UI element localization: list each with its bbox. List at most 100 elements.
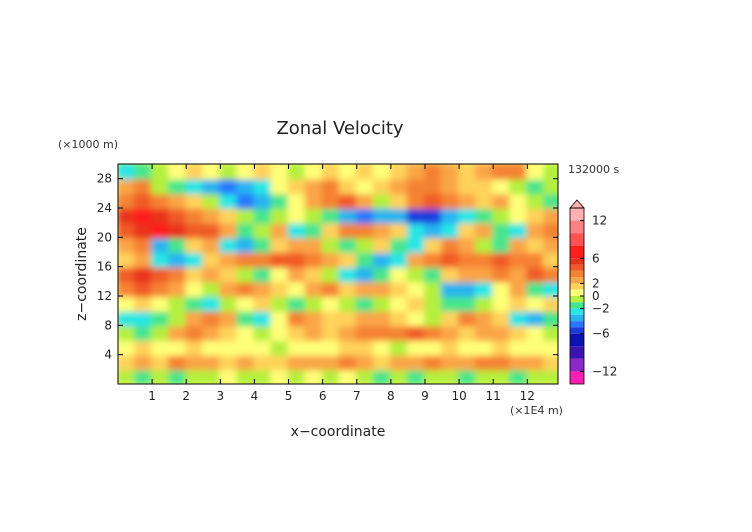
field-cell: [355, 324, 375, 341]
field-cell: [151, 221, 171, 239]
field-cell: [151, 353, 171, 371]
field-cell: [185, 309, 205, 327]
field-cell: [389, 339, 409, 356]
x-tick-label: 9: [421, 389, 429, 403]
field-cell: [168, 324, 188, 341]
colorbar-swatch: [570, 346, 584, 359]
field-cell: [304, 339, 324, 356]
field-cell: [338, 295, 358, 312]
field-cell: [236, 251, 256, 268]
field-cell: [270, 368, 290, 384]
field-cell: [543, 265, 558, 283]
field-cell: [475, 177, 495, 195]
field-cell: [338, 221, 358, 239]
field-cell: [321, 251, 341, 268]
field-cell: [355, 192, 375, 209]
field-cell: [236, 309, 256, 327]
field-cell: [168, 221, 188, 239]
field-cell: [321, 324, 341, 341]
field-cell: [236, 207, 256, 224]
field-cell: [236, 339, 256, 356]
field-cell: [134, 353, 154, 371]
field-cell: [509, 265, 529, 283]
colorbar: [569, 199, 585, 385]
colorbar-swatch: [570, 327, 584, 334]
field-cell: [526, 324, 546, 341]
field-cell: [441, 164, 461, 180]
field-cell: [151, 265, 171, 283]
field-cell: [168, 368, 188, 384]
field-cell: [389, 177, 409, 195]
y-tick-label: 12: [97, 289, 112, 303]
field-cell: [168, 353, 188, 371]
field-cell: [270, 339, 290, 356]
field-cell: [287, 177, 307, 195]
field-cell: [134, 236, 154, 253]
field-cell: [287, 339, 307, 356]
time-label: 132000 s: [568, 163, 619, 176]
colorbar-swatch: [570, 371, 584, 384]
field-cell: [458, 177, 478, 195]
field-cell: [134, 251, 154, 268]
y-axis: 4 8 12 16 20 24 28: [97, 172, 558, 362]
field-cell: [338, 251, 358, 268]
field-cell: [475, 251, 495, 268]
field-cell: [118, 368, 137, 384]
field-cell: [236, 192, 256, 209]
field-cell: [304, 221, 324, 239]
field-cell: [338, 265, 358, 283]
colorbar-swatch: [570, 283, 584, 290]
field-cell: [355, 295, 375, 312]
field-cell: [236, 236, 256, 253]
field-cell: [168, 236, 188, 253]
field-cell: [475, 207, 495, 224]
field-cell: [509, 280, 529, 297]
field-cell: [219, 339, 239, 356]
field-cell: [202, 353, 222, 371]
field-cell: [287, 251, 307, 268]
field-cell: [185, 177, 205, 195]
field-cell: [355, 368, 375, 384]
field-cell: [355, 265, 375, 283]
field-cell: [219, 295, 239, 312]
field-cell: [168, 164, 188, 180]
field-cell: [151, 207, 171, 224]
field-cell: [321, 164, 341, 180]
field-cell: [236, 177, 256, 195]
field-cell: [423, 280, 444, 297]
field-cell: [185, 324, 205, 341]
field-cell: [509, 251, 529, 268]
field-cell: [543, 324, 558, 341]
field-cell: [372, 309, 392, 327]
field-cell: [458, 251, 478, 268]
x-tick-label: 3: [217, 389, 225, 403]
field-cell: [441, 324, 461, 341]
colorbar-swatch: [570, 277, 584, 284]
field-cell: [151, 177, 171, 195]
field-cell: [185, 236, 205, 253]
field-cell: [134, 280, 154, 297]
field-cell: [509, 324, 529, 341]
field-cell: [338, 280, 358, 297]
field-cell: [492, 192, 512, 209]
field-cell: [118, 207, 137, 224]
field-cell: [526, 265, 546, 283]
field-cell: [253, 295, 273, 312]
field-cell: [304, 324, 324, 341]
colorbar-ticks: 12 6 20−2 −6 −12: [580, 214, 617, 378]
field-cell: [304, 280, 324, 297]
field-cell: [338, 309, 358, 327]
field-cell: [270, 295, 290, 312]
y-tick-label: 8: [104, 318, 112, 332]
field-cell: [236, 368, 256, 384]
field-cell: [492, 207, 512, 224]
field-cell: [134, 339, 154, 356]
field-cell: [458, 236, 478, 253]
field-cell: [219, 309, 239, 327]
field-cell: [372, 177, 392, 195]
field-cell: [543, 221, 558, 239]
field-cell: [270, 236, 290, 253]
field-cell: [543, 353, 558, 371]
field-cell: [134, 368, 154, 384]
